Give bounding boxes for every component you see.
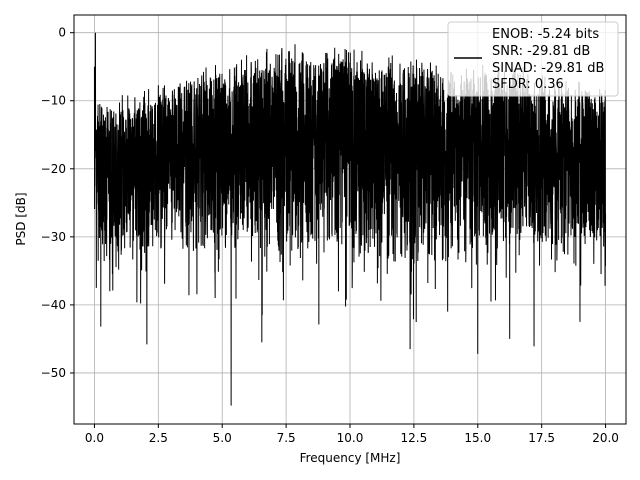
x-tick-label: 7.5 xyxy=(277,431,296,445)
x-tick-label: 0.0 xyxy=(85,431,104,445)
x-tick-label: 10.0 xyxy=(337,431,364,445)
y-tick-label: −10 xyxy=(41,94,66,108)
y-tick-label: 0 xyxy=(58,26,66,40)
y-tick-label: −40 xyxy=(41,298,66,312)
y-tick-label: −20 xyxy=(41,162,66,176)
y-axis-label: PSD [dB] xyxy=(14,192,28,245)
x-tick-label: 5.0 xyxy=(213,431,232,445)
x-axis-ticks: 0.0 2.5 5.0 7.5 10.0 12.5 15.0 17.5 20.0 xyxy=(85,424,619,445)
legend-entry-snr: SNR: -29.81 dB xyxy=(492,44,590,59)
legend-entry-sinad: SINAD: -29.81 dB xyxy=(492,61,604,76)
x-tick-label: 17.5 xyxy=(528,431,555,445)
y-axis-ticks: 0 −10 −20 −30 −40 −50 xyxy=(41,26,74,380)
x-tick-label: 20.0 xyxy=(592,431,619,445)
legend-entry-enob: ENOB: -5.24 bits xyxy=(492,27,599,42)
y-tick-label: −50 xyxy=(41,366,66,380)
x-tick-label: 2.5 xyxy=(149,431,168,445)
x-tick-label: 12.5 xyxy=(401,431,428,445)
x-tick-label: 15.0 xyxy=(464,431,491,445)
psd-series-line xyxy=(93,32,607,406)
x-axis-label: Frequency [MHz] xyxy=(300,451,401,465)
legend-box xyxy=(447,21,619,97)
y-tick-label: −30 xyxy=(41,230,66,244)
legend: ENOB: -5.24 bits SNR: -29.81 dB SINAD: -… xyxy=(447,21,619,97)
plot-area xyxy=(93,32,607,406)
legend-entry-sfdr: SFDR: 0.36 xyxy=(492,77,564,92)
